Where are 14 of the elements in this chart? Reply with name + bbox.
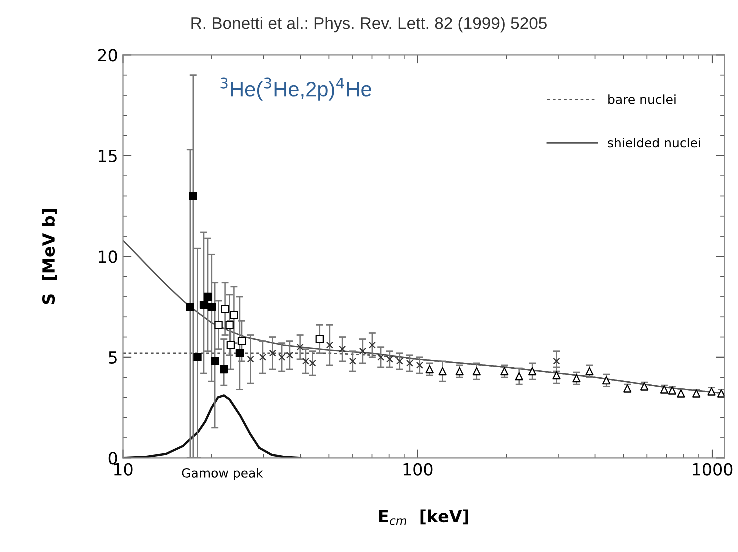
y-tick-label: 0 (108, 452, 118, 465)
y-tick-label: 20 (98, 49, 118, 62)
text: Gamow peak (182, 468, 264, 480)
text: E$_{cm}$ [keV] (380, 510, 468, 526)
annotation: $^{3}$He($^{3}$He,2p)$^{4}$He (220, 78, 372, 101)
x-tick-label: 100 (404, 463, 433, 476)
y-tick-label: 5 (109, 352, 117, 364)
y-tick-label: 15 (99, 150, 117, 163)
legend-label: bare nuclei (608, 94, 676, 104)
x-tick-label: 1000 (693, 463, 733, 476)
legend-label: shielded nuclei (608, 138, 700, 148)
y-tick-label: 10 (99, 250, 118, 264)
y-axis-title: S [MeV b] (42, 209, 58, 304)
chart-title: R. Bonetti et al.: Phys. Rev. Lett. 82 (1999) 5205 (192, 17, 547, 33)
